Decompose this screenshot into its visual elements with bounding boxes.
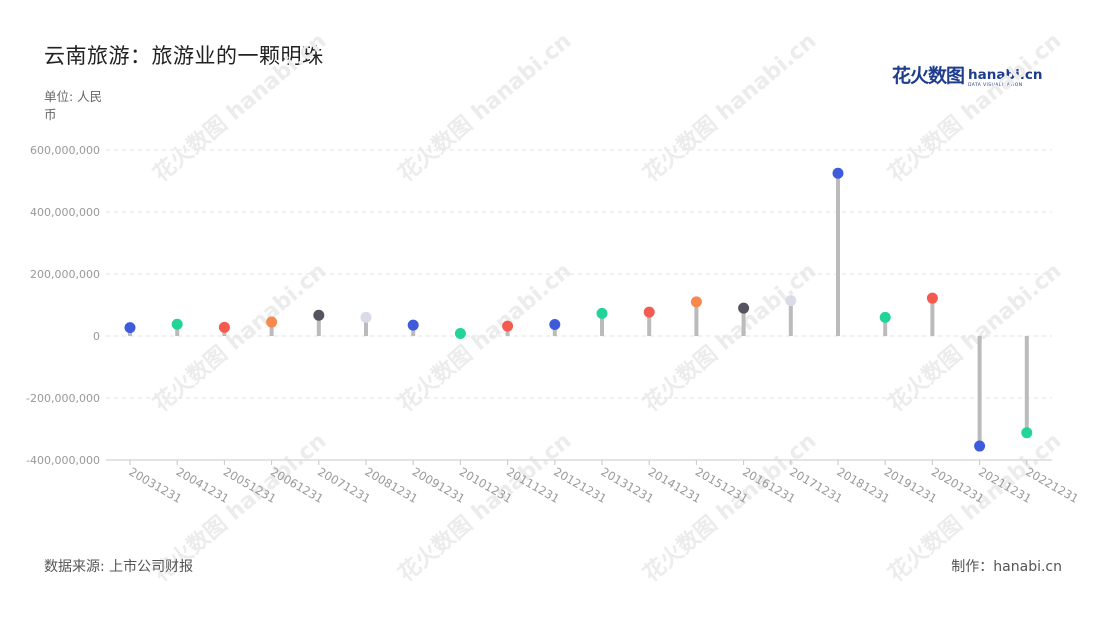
x-tick-label: 20101231 xyxy=(457,464,515,505)
x-tick-label: 20161231 xyxy=(740,464,798,505)
data-point xyxy=(360,311,372,323)
data-point xyxy=(313,309,325,321)
data-point xyxy=(171,318,183,330)
x-tick-label: 20171231 xyxy=(787,464,845,505)
y-tick-label: 0 xyxy=(93,330,100,343)
data-point xyxy=(549,319,561,331)
data-point xyxy=(832,167,844,179)
logo-text-cn: 花火数图 xyxy=(892,65,965,87)
data-point xyxy=(596,307,608,319)
source-label: 数据来源: 上市公司财报 xyxy=(44,559,194,575)
x-tick-label: 20091231 xyxy=(410,464,468,505)
data-point xyxy=(454,328,466,340)
x-tick-label: 20051231 xyxy=(221,464,279,505)
x-tick-label: 20181231 xyxy=(835,464,893,505)
x-tick-label: 20131231 xyxy=(599,464,657,505)
data-point xyxy=(407,319,419,331)
x-tick-label: 20191231 xyxy=(882,464,940,505)
y-tick-label: -200,000,000 xyxy=(26,392,100,405)
y-tick-label: 600,000,000 xyxy=(30,144,100,157)
x-tick-label: 20031231 xyxy=(127,464,185,505)
x-tick-label: 20141231 xyxy=(646,464,704,505)
data-point xyxy=(124,322,136,334)
x-tick-label: 20151231 xyxy=(693,464,751,505)
unit-label: 单位: 人民币 xyxy=(44,89,103,122)
y-tick-label: -400,000,000 xyxy=(26,454,100,467)
brand-logo: 花火数图 hanabi.cn DATA VISUALIZATION xyxy=(892,60,1043,88)
data-point xyxy=(218,321,230,333)
data-point xyxy=(738,302,750,314)
data-point xyxy=(1021,427,1033,439)
data-point xyxy=(785,295,797,307)
y-tick-label: 400,000,000 xyxy=(30,206,100,219)
data-point xyxy=(502,320,514,332)
x-tick-label: 20121231 xyxy=(551,464,609,505)
data-point xyxy=(926,292,938,304)
data-point xyxy=(879,311,891,323)
data-point xyxy=(690,296,702,308)
logo-text-en: hanabi.cn xyxy=(968,67,1043,83)
x-tick-label: 20111231 xyxy=(504,464,562,505)
y-tick-label: 200,000,000 xyxy=(30,268,100,281)
x-tick-label: 20061231 xyxy=(268,464,326,505)
x-tick-label: 20081231 xyxy=(363,464,421,505)
logo-subtitle: DATA VISUALIZATION xyxy=(968,82,1023,88)
data-point xyxy=(266,316,278,328)
credit-label: 制作：hanabi.cn xyxy=(951,559,1062,575)
data-point xyxy=(974,440,986,452)
chart-title: 云南旅游：旅游业的一颗明珠 xyxy=(44,44,324,68)
x-tick-label: 20201231 xyxy=(929,464,987,505)
data-point xyxy=(643,306,655,318)
x-tick-label: 20211231 xyxy=(976,464,1034,505)
x-tick-label: 20221231 xyxy=(1023,464,1081,505)
logo-en-block: hanabi.cn DATA VISUALIZATION xyxy=(968,67,1043,88)
x-tick-label: 20041231 xyxy=(174,464,232,505)
x-tick-label: 20071231 xyxy=(315,464,373,505)
